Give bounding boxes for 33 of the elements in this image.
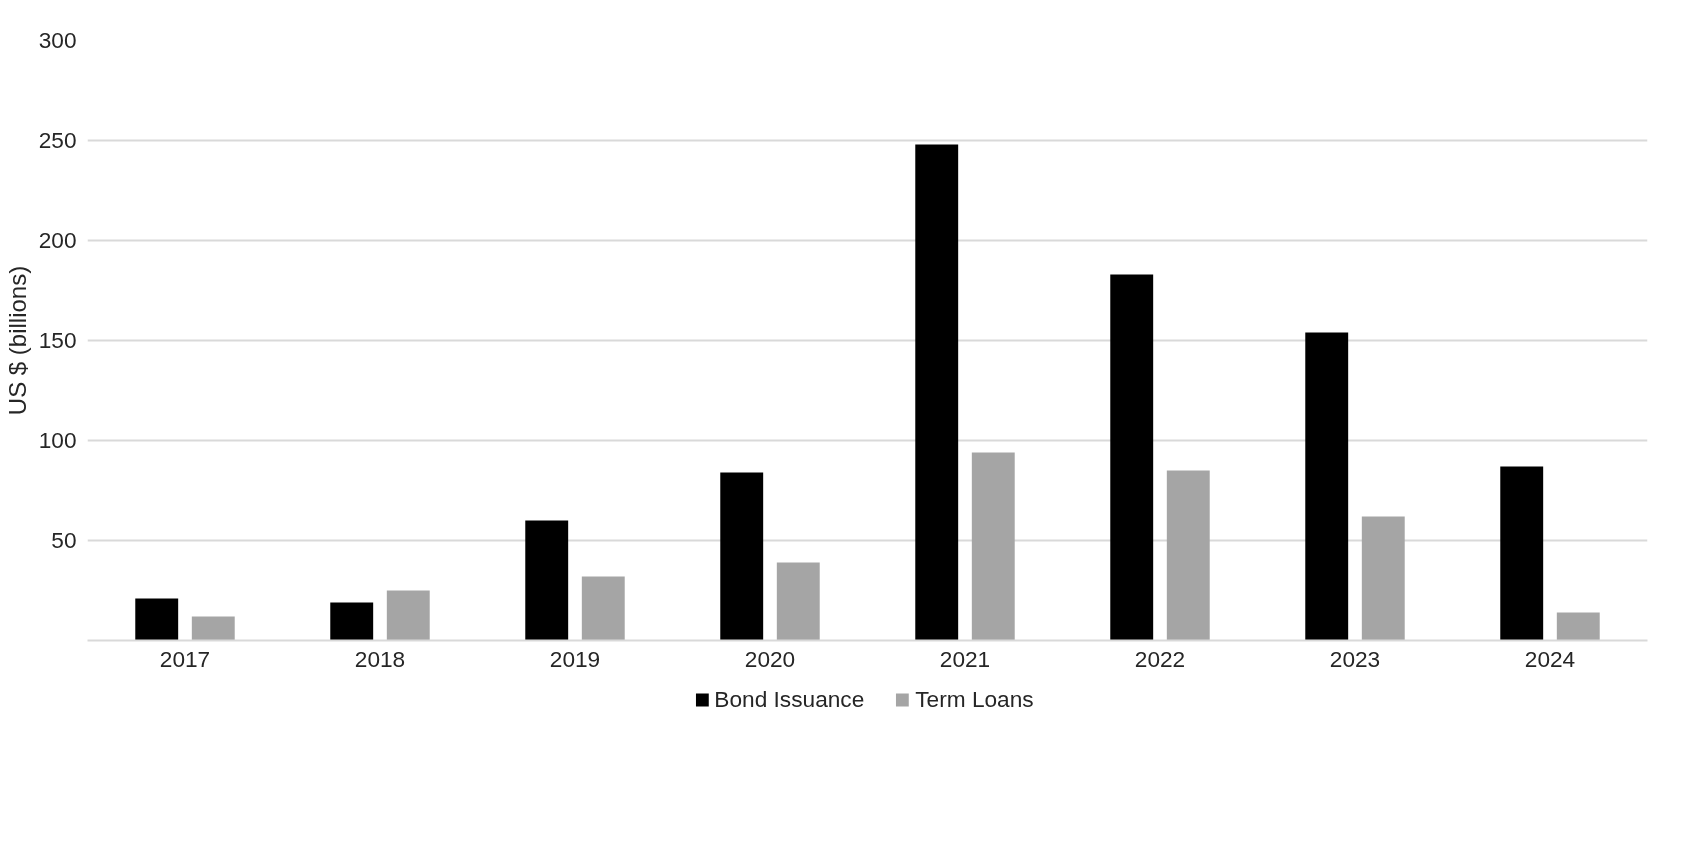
y-tick-label: 150 — [38, 327, 77, 353]
bar — [330, 602, 374, 641]
legend-label: Term Loans — [915, 685, 1034, 713]
bar — [525, 520, 569, 641]
x-tick-label: 2020 — [744, 645, 796, 672]
bar — [1556, 612, 1600, 641]
bar — [1361, 516, 1405, 641]
y-tick-label: 200 — [38, 227, 77, 253]
y-tick-label: 100 — [38, 427, 77, 453]
y-tick-label: 50 — [51, 527, 77, 553]
bar — [1110, 274, 1154, 641]
y-tick-label: 300 — [38, 27, 77, 53]
y-axis-title: US $ (billions) — [3, 265, 31, 416]
bar — [971, 452, 1015, 641]
bar — [720, 472, 764, 641]
x-tick-label: 2021 — [939, 645, 991, 672]
bar — [915, 144, 959, 641]
bar — [1166, 470, 1210, 641]
bar — [135, 598, 179, 641]
x-tick-label: 2019 — [549, 645, 601, 672]
bar — [1305, 332, 1349, 641]
x-tick-label: 2017 — [159, 645, 211, 672]
bar — [191, 616, 235, 641]
x-tick-label: 2023 — [1329, 645, 1381, 672]
legend-label: Bond Issuance — [714, 685, 865, 713]
x-tick-label: 2018 — [354, 645, 406, 672]
bar — [581, 576, 625, 641]
bar — [386, 590, 430, 641]
x-tick-label: 2024 — [1524, 645, 1576, 672]
y-tick-label: 250 — [38, 127, 77, 153]
bar — [776, 562, 820, 641]
x-tick-label: 2022 — [1134, 645, 1186, 672]
bar — [1500, 466, 1544, 641]
